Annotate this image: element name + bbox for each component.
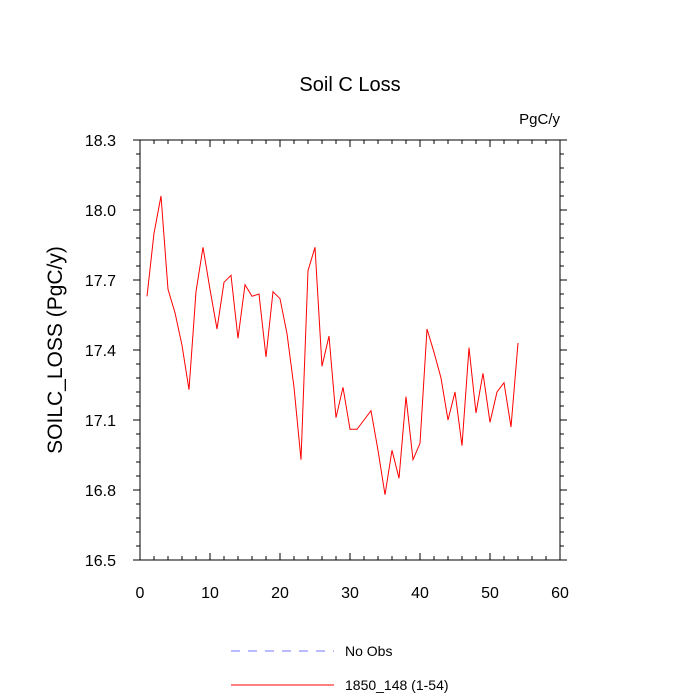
x-tick-label: 40 — [411, 585, 429, 602]
y-tick-label: 18.0 — [85, 203, 116, 220]
legend-label: 1850_148 (1-54) — [345, 677, 449, 693]
x-tick-label: 60 — [551, 585, 569, 602]
x-tick-label: 0 — [136, 585, 145, 602]
x-tick-label: 50 — [481, 585, 499, 602]
x-tick-label: 30 — [341, 585, 359, 602]
axis-tick-labels: 0 10 20 30 40 50 60 16.5 16.8 17.1 17.4 17.7 18.0 18.… — [85, 133, 569, 602]
series-line — [146, 195, 519, 495]
plot-frame — [139, 139, 561, 561]
data-series — [146, 195, 519, 495]
y-tick-label: 16.8 — [85, 483, 116, 500]
y-tick-label: 17.1 — [85, 413, 116, 430]
y-tick-label: 17.7 — [85, 273, 116, 290]
y-tick-label: 16.5 — [85, 553, 116, 570]
axis-ticks — [133, 139, 567, 561]
plot-border — [139, 139, 561, 561]
y-axis-label: SOILC_LOSS (PgC/y) — [44, 246, 67, 454]
y-tick-label: 18.3 — [85, 133, 116, 150]
legend: No Obs 1850_148 (1-54) — [231, 643, 449, 693]
legend-label: No Obs — [345, 643, 392, 659]
y-tick-label: 17.4 — [85, 343, 116, 360]
x-tick-label: 10 — [201, 585, 219, 602]
units-label: PgC/y — [519, 111, 560, 128]
x-tick-label: 20 — [271, 585, 289, 602]
chart-title: Soil C Loss — [299, 74, 400, 96]
